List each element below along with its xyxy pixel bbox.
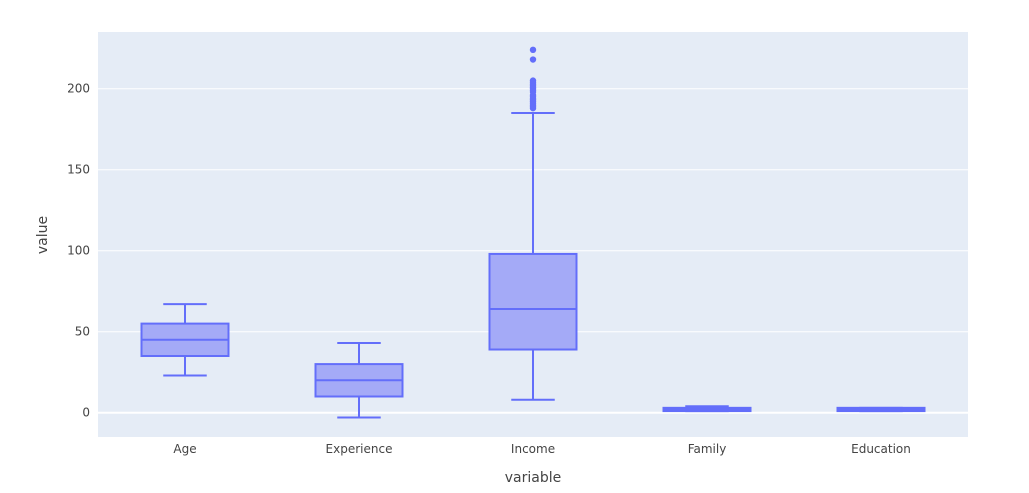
- box-income: [488, 46, 578, 401]
- boxes: [140, 46, 926, 419]
- x-tick-label: Income: [511, 442, 555, 456]
- box-iqr: [488, 252, 578, 351]
- y-tick-label: 0: [82, 406, 90, 420]
- y-tick-label: 50: [75, 325, 90, 339]
- x-axis-title: variable: [505, 470, 561, 486]
- x-tick-label: Education: [851, 442, 911, 456]
- y-axis-ticks: 0 50 100 150 200: [67, 82, 90, 420]
- x-tick-label: Family: [688, 442, 727, 456]
- outlier-point: [529, 46, 537, 54]
- y-tick-label: 100: [67, 244, 90, 258]
- y-tick-label: 150: [67, 163, 90, 177]
- box-experience: [314, 342, 404, 419]
- outlier-point: [529, 56, 537, 63]
- y-tick-label: 200: [67, 82, 90, 96]
- box-family: [662, 405, 752, 413]
- outlier-point: [529, 77, 537, 84]
- box-age: [140, 303, 230, 377]
- x-tick-label: Age: [173, 442, 196, 456]
- box-education: [836, 406, 926, 413]
- x-axis-ticks: Age Experience Income Family Education: [173, 442, 910, 456]
- x-tick-label: Experience: [326, 442, 393, 456]
- y-axis-title: value: [35, 216, 51, 254]
